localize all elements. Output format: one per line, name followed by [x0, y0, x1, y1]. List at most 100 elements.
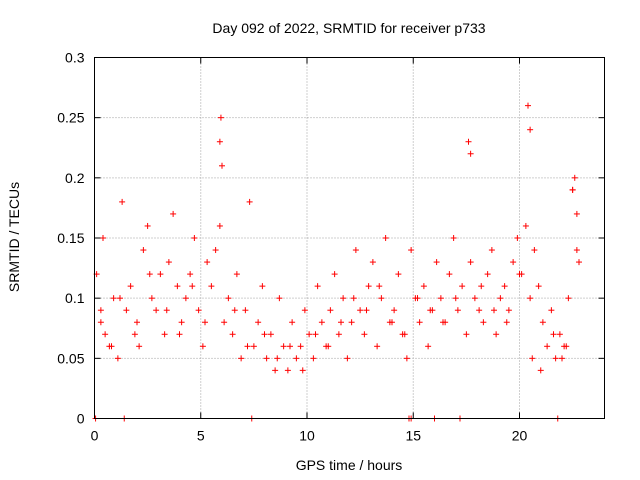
data-point [327, 307, 334, 314]
data-point [391, 307, 398, 314]
data-point [403, 355, 410, 362]
data-point [395, 271, 402, 278]
data-point [233, 271, 240, 278]
data-point [331, 271, 338, 278]
data-point [569, 186, 576, 193]
data-point [573, 247, 580, 254]
data-point [365, 283, 372, 290]
data-point [573, 210, 580, 217]
data-point [467, 259, 474, 266]
x-tick-label: 20 [512, 428, 528, 444]
x-tick-label: 0 [91, 428, 99, 444]
data-point [516, 271, 523, 278]
data-point [374, 343, 381, 350]
data-point [293, 355, 300, 362]
data-point [312, 331, 319, 338]
data-point [170, 210, 177, 217]
data-point [263, 355, 270, 362]
data-point [153, 307, 160, 314]
data-point [161, 331, 168, 338]
data-point [335, 331, 342, 338]
data-point [437, 295, 444, 302]
data-point [97, 307, 104, 314]
data-point [352, 247, 359, 254]
data-point [537, 367, 544, 374]
data-point [357, 307, 364, 314]
axis-ticks: 0 0.05 0.1 0.15 0.2 0.25 0.3 0 5 10 15 20 [57, 50, 605, 444]
data-point [297, 343, 304, 350]
data-point [463, 331, 470, 338]
data-point [503, 319, 510, 326]
data-point [433, 259, 440, 266]
data-point [522, 222, 529, 229]
data-point [382, 235, 389, 241]
data-point [131, 331, 138, 338]
data-point [110, 295, 117, 302]
data-point [102, 331, 109, 338]
data-point [571, 174, 578, 181]
data-point [527, 126, 534, 133]
data-point [510, 259, 517, 266]
data-point [454, 307, 461, 314]
y-axis-label: SRMTID / TECUs [6, 182, 22, 292]
data-point [127, 283, 134, 290]
data-point [350, 295, 357, 302]
data-point [535, 283, 542, 290]
data-point [493, 331, 500, 338]
data-point [229, 331, 236, 338]
data-point [276, 295, 283, 302]
data-point [340, 295, 347, 302]
data-point [338, 319, 344, 326]
data-point [176, 331, 183, 338]
data-point [348, 319, 355, 326]
y-tick-label: 0.1 [65, 290, 85, 306]
y-tick-label: 0.3 [65, 50, 85, 66]
data-point [136, 343, 143, 350]
data-point [191, 235, 198, 241]
data-point [219, 162, 225, 169]
data-point [199, 343, 206, 350]
data-point [539, 319, 546, 326]
data-point [289, 319, 296, 326]
data-point [97, 319, 104, 326]
data-point [114, 355, 121, 362]
data-point [174, 283, 181, 290]
data-point [363, 307, 370, 314]
data-point [204, 259, 211, 266]
data-point [325, 343, 332, 350]
data-point [450, 235, 457, 241]
data-point [484, 271, 491, 278]
data-point [576, 259, 582, 266]
x-tick-label: 10 [299, 428, 315, 444]
data-point [378, 295, 385, 302]
data-point [548, 307, 555, 314]
data-point [376, 283, 383, 290]
data-point [301, 307, 308, 314]
data-point [544, 343, 551, 350]
data-point [178, 319, 185, 326]
data-point [471, 295, 478, 302]
data-point [559, 355, 565, 362]
data-point [505, 307, 512, 314]
data-point [491, 307, 497, 314]
data-points [92, 102, 582, 422]
data-point [476, 307, 483, 314]
data-point [216, 138, 223, 145]
y-tick-label: 0.05 [57, 350, 84, 366]
x-tick-label: 15 [405, 428, 421, 444]
data-point [369, 259, 376, 266]
data-point [552, 355, 559, 362]
data-point [163, 307, 170, 314]
data-point [550, 331, 557, 338]
data-point [414, 295, 421, 302]
grid [94, 57, 605, 419]
data-point [202, 319, 208, 326]
data-point [221, 319, 228, 326]
data-point [148, 295, 155, 302]
data-point [563, 343, 570, 350]
data-point [242, 307, 249, 314]
y-tick-label: 0.2 [65, 170, 85, 186]
y-tick-label: 0.15 [57, 230, 84, 246]
data-point [284, 367, 291, 374]
data-point [117, 295, 123, 302]
